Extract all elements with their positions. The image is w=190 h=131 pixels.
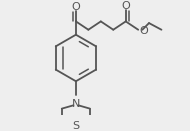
Text: O: O xyxy=(121,1,130,11)
Text: O: O xyxy=(139,26,148,36)
Text: S: S xyxy=(72,121,79,131)
Text: N: N xyxy=(72,99,80,109)
Text: O: O xyxy=(71,2,80,12)
